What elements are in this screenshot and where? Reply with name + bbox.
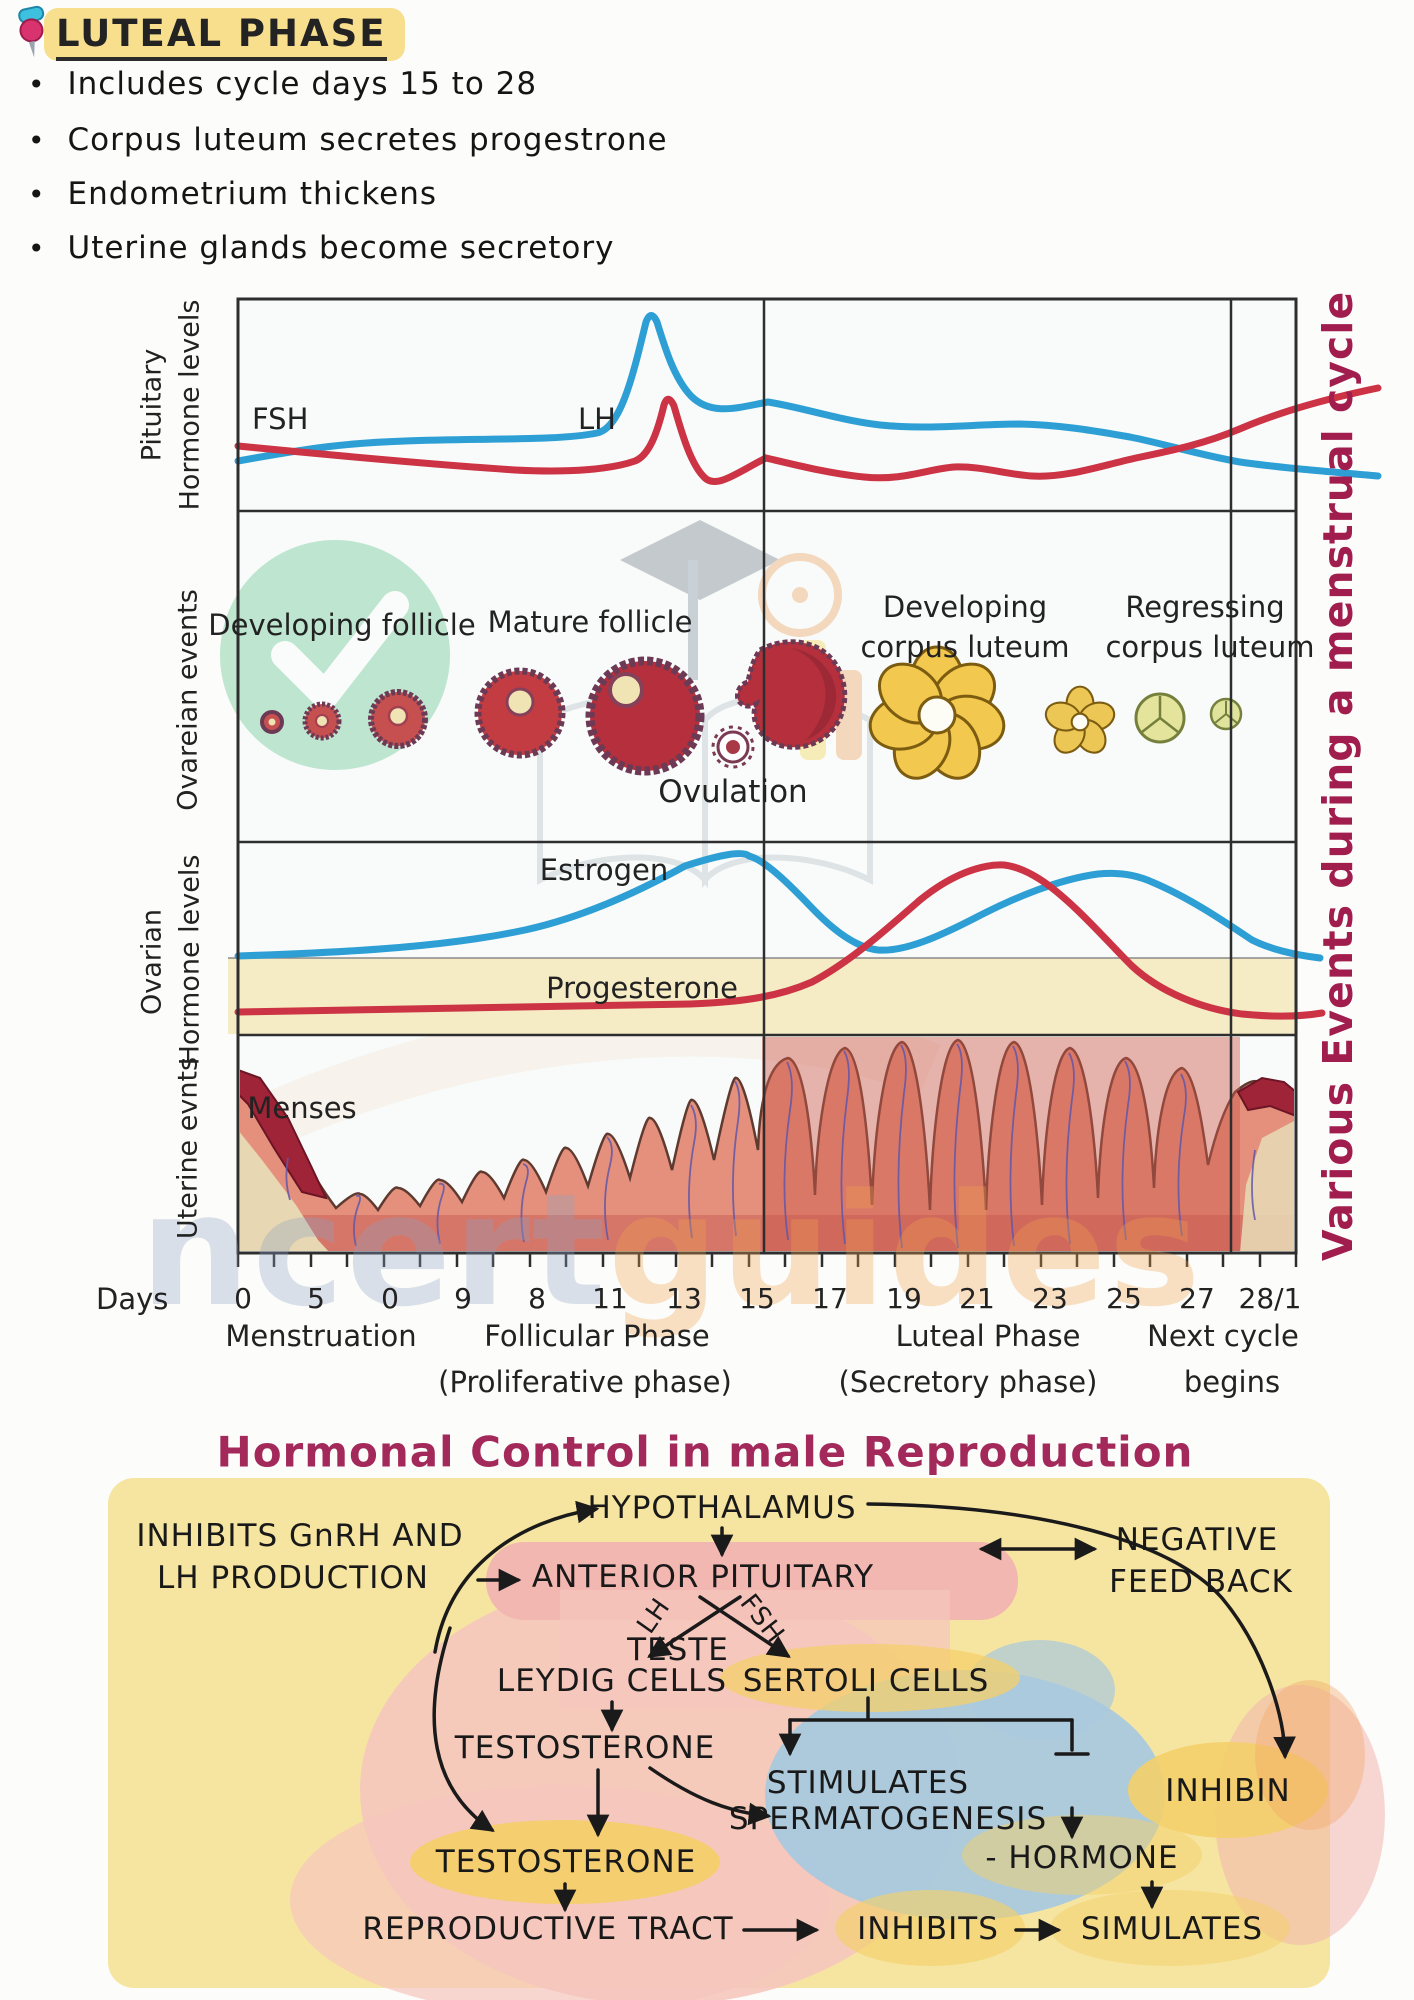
ovulation-label: Ovulation bbox=[658, 774, 808, 810]
page-title: LUTEAL PHASE bbox=[56, 12, 387, 61]
arrow-testosterone-spermatogenesis bbox=[648, 1766, 772, 1826]
day-tick-label: 0 bbox=[381, 1282, 399, 1315]
arrow-lh-branch bbox=[647, 1595, 742, 1658]
day-tick-label: 0 bbox=[234, 1282, 252, 1315]
day-tick-label: 9 bbox=[454, 1282, 472, 1315]
node-hypothalamus: HYPOTHALAMUS bbox=[587, 1490, 857, 1526]
mature-follicle-icon bbox=[585, 656, 705, 776]
phase-next-cycle: Next cycle bbox=[1147, 1319, 1299, 1353]
phase-follicular: Follicular Phase bbox=[484, 1319, 710, 1353]
chart-side-title: Various Events during a menstrual cycle bbox=[1314, 290, 1362, 1262]
pushpin-icon bbox=[18, 5, 45, 58]
bullet-item: Includes cycle days 15 to 28 bbox=[28, 66, 537, 102]
row-label-ovarian: Ovarian bbox=[136, 908, 168, 1016]
row-label-ovarian-events: Ovareian events bbox=[172, 589, 204, 811]
row-label-uterine: Uterine evnts bbox=[172, 1056, 204, 1240]
day-axis-ticks bbox=[236, 1253, 1298, 1267]
regressing-cl-label-2: corpus luteum bbox=[1105, 630, 1315, 664]
row-label-pituitary-2: Hormone levels bbox=[174, 299, 206, 511]
bullet-item: Uterine glands become secretory bbox=[28, 230, 614, 266]
estrogen-label: Estrogen bbox=[539, 853, 669, 887]
days-axis-label: Days bbox=[96, 1282, 169, 1316]
day-tick-label: 23 bbox=[1032, 1282, 1068, 1315]
flow-chart-background bbox=[108, 1478, 1385, 2000]
arrow-fsh-branch bbox=[698, 1595, 791, 1658]
lh-label: LH bbox=[578, 402, 616, 436]
bullet-item: Corpus luteum secretes progestrone bbox=[28, 122, 668, 158]
corpus-luteum-small-icon bbox=[1044, 685, 1116, 754]
page-title-highlight: LUTEAL PHASE bbox=[44, 8, 405, 61]
progesterone-label: Progesterone bbox=[546, 971, 738, 1005]
arrow-left-arc-down bbox=[432, 1626, 495, 1832]
arrow-hypothalamus-right-arc bbox=[866, 1502, 1296, 1760]
developing-cl-label: Developing bbox=[882, 590, 1048, 624]
day-tick-label: 19 bbox=[886, 1282, 922, 1315]
node-leydig-cells: LEYDIG CELLS bbox=[496, 1663, 728, 1699]
day-tick-label: 8 bbox=[528, 1282, 546, 1315]
day-tick-label: 28/1 bbox=[1238, 1282, 1302, 1315]
flow-arrows bbox=[432, 1500, 1296, 1942]
fsh-curve bbox=[234, 312, 1382, 480]
node-anterior-pituitary: ANTERIOR PITUITARY bbox=[531, 1559, 875, 1595]
progesterone-curve bbox=[234, 861, 1326, 1020]
mature-follicle-label: Mature follicle bbox=[487, 605, 693, 639]
day-tick-label: 13 bbox=[666, 1282, 702, 1315]
node-teste: TESTE bbox=[627, 1632, 729, 1668]
row-label-ovarian-2: Hormone levels bbox=[174, 854, 206, 1066]
male-section-title: Hormonal Control in male Reproduction bbox=[216, 1427, 1194, 1477]
follicle-series bbox=[260, 656, 705, 776]
developing-follicle-label: Developing follicle bbox=[208, 608, 476, 642]
menses-label: Menses bbox=[247, 1091, 357, 1125]
regressing-corpus-luteum-icon bbox=[1134, 692, 1243, 744]
node-reproductive-tract: REPRODUCTIVE TRACT bbox=[362, 1911, 734, 1947]
node-sertoli-cells: SERTOLI CELLS bbox=[742, 1663, 990, 1699]
day-tick-label: 17 bbox=[812, 1282, 848, 1315]
node-inhibits-gnrh: INHIBITS GnRH AND bbox=[136, 1518, 464, 1554]
phase-proliferative: (Proliferative phase) bbox=[438, 1365, 732, 1399]
node-simulates: SIMULATES bbox=[1080, 1911, 1264, 1947]
bullet-item: Endometrium thickens bbox=[28, 176, 437, 212]
bracket-right-inhibit bbox=[1054, 1718, 1090, 1756]
estrogen-curve bbox=[234, 850, 1324, 962]
phase-next-cycle-2: begins bbox=[1183, 1365, 1281, 1399]
node-stimulates: STIMULATES bbox=[766, 1765, 970, 1801]
regressing-cl-label: Regressing bbox=[1125, 590, 1285, 624]
arrow-to-hypothalamus bbox=[433, 1500, 600, 1654]
fsh-label: FSH bbox=[252, 402, 309, 436]
row-label-pituitary: Pituitary bbox=[136, 348, 168, 462]
node-inhibits: INHIBITS bbox=[857, 1911, 999, 1947]
day-tick-label: 25 bbox=[1106, 1282, 1142, 1315]
menses-shedding bbox=[240, 1069, 328, 1200]
node-testosterone: TESTOSTERONE bbox=[454, 1730, 716, 1766]
node-spermatogenesis: SPERMATOGENESIS bbox=[728, 1801, 1048, 1837]
phase-menstruation: Menstruation bbox=[225, 1319, 417, 1353]
day-tick-label: 11 bbox=[592, 1282, 628, 1315]
node-inhibin: INHIBIN bbox=[1165, 1773, 1291, 1809]
node-inhibits-gnrh-2: LH PRODUCTION bbox=[157, 1560, 429, 1596]
endometrium-lining bbox=[240, 1038, 1294, 1251]
chart-frame bbox=[236, 297, 1298, 1255]
node-testosterone-2: TESTOSTERONE bbox=[435, 1844, 697, 1880]
day-tick-label: 21 bbox=[959, 1282, 995, 1315]
corpus-luteum-developing-icon bbox=[868, 645, 1006, 780]
endometrium-drawing bbox=[240, 1037, 1294, 1251]
phase-luteal: Luteal Phase bbox=[895, 1319, 1081, 1353]
day-tick-label: 15 bbox=[739, 1282, 775, 1315]
node-negative-feedback: NEGATIVE bbox=[1115, 1522, 1279, 1558]
node-hormone: - HORMONE bbox=[985, 1840, 1179, 1876]
node-negative-feedback-2: FEED BACK bbox=[1109, 1564, 1293, 1600]
developing-cl-label-2: corpus luteum bbox=[860, 630, 1070, 664]
lh-curve bbox=[234, 384, 1382, 485]
phase-secretory: (Secretory phase) bbox=[838, 1365, 1098, 1399]
sertoli-bracket bbox=[788, 1696, 1074, 1722]
day-tick-label: 27 bbox=[1179, 1282, 1215, 1315]
day-tick-label: 5 bbox=[307, 1282, 325, 1315]
